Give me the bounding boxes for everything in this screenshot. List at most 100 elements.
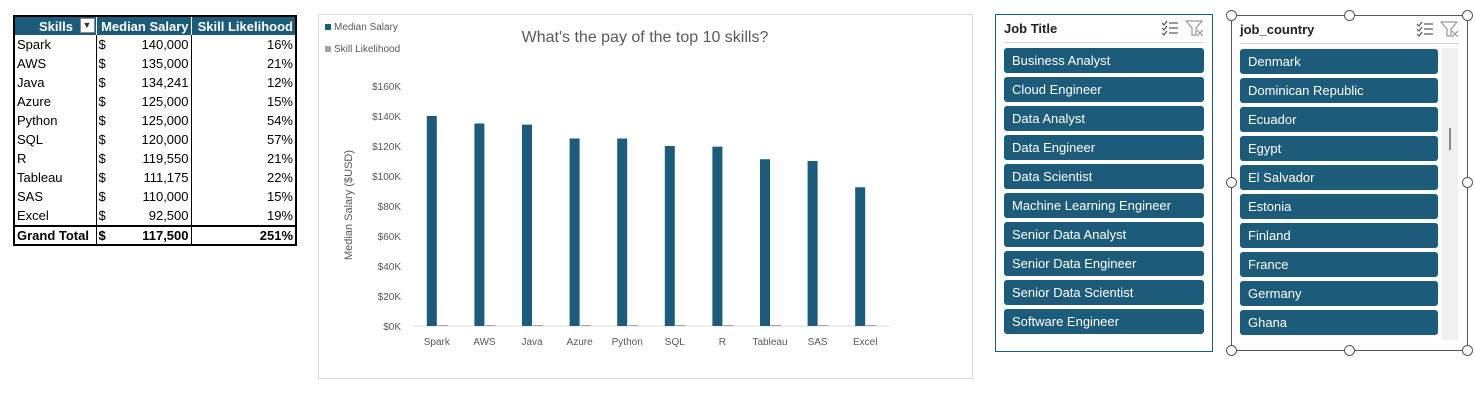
skill-cell: Java [14,73,97,92]
table-row[interactable]: Azure $125,000 15% [14,92,296,111]
legend-item-skill-likelihood: Skill Likelihood [325,44,400,55]
salary-value: 125,000 [141,113,189,128]
slicer-item[interactable]: Data Engineer [1004,135,1204,160]
bar-median-salary [569,138,580,326]
pivot-header-salary: Median Salary [96,16,192,35]
resize-handle-top-left[interactable] [1226,10,1237,21]
skill-cell: Spark [14,35,97,54]
slicer-item[interactable]: Estonia [1240,194,1438,219]
slicer-item[interactable]: Germany [1240,281,1438,306]
table-row[interactable]: Spark $140,000 16% [14,35,296,54]
clear-filter-icon[interactable] [1439,20,1459,38]
y-tick-label: $160K [372,82,401,93]
total-likelihood-value: 251% [259,228,293,243]
slicer-item[interactable]: Software Engineer [1004,309,1204,334]
resize-handle-bottom-right[interactable] [1462,345,1473,356]
resize-handle-bottom[interactable] [1344,345,1355,356]
y-tick-label: $60K [378,232,402,243]
table-row[interactable]: Excel $92,500 19% [14,206,296,226]
skill-cell: AWS [14,54,97,73]
slicer-item[interactable]: Senior Data Analyst [1004,222,1204,247]
table-row[interactable]: SAS $110,000 15% [14,187,296,206]
bar-median-salary [855,187,866,326]
multi-select-icon[interactable] [1160,19,1180,37]
slicer-job-title-title: Job Title [1004,21,1058,36]
resize-handle-right[interactable] [1462,177,1473,188]
bar-skill-likelihood [628,325,639,326]
slicer-item[interactable]: Ghana [1240,310,1438,335]
grand-total-row[interactable]: Grand Total $117,500 251% [14,225,296,245]
slicer-item[interactable]: Dominican Republic [1240,78,1438,103]
skill-label: Excel [17,208,49,223]
salary-cell: $92,500 [96,206,192,226]
filter-icon[interactable]: ▼ [79,18,95,33]
legend-label-median-salary: Median Salary [334,22,398,33]
likelihood-cell: 57% [191,130,296,149]
pivot-header-skills[interactable]: Skills ▼ [14,16,97,35]
table-row[interactable]: Python $125,000 54% [14,111,296,130]
likelihood-cell: 12% [191,73,296,92]
slicer-item[interactable]: Ecuador [1240,107,1438,132]
pivot-header-skills-label: Skills [39,18,73,34]
chart-area[interactable]: Median Salary Skill Likelihood What's th… [318,14,973,379]
slicer-item[interactable]: Cloud Engineer [1004,77,1204,102]
skill-cell: R [14,149,97,168]
slicer-scrollbar[interactable] [1442,48,1458,340]
slicer-scrollbar-thumb[interactable] [1449,128,1451,150]
legend-swatch-skill-likelihood [325,46,331,53]
salary-value: 110,000 [142,189,189,204]
skill-label: R [17,151,27,166]
y-axis-label: Median Salary ($USD) [343,150,355,260]
bar-median-salary [712,146,723,326]
skill-label: AWS [17,56,47,71]
slicer-item[interactable]: Business Analyst [1004,48,1204,73]
likelihood-value: 57% [266,132,293,147]
legend-swatch-median-salary [325,24,331,31]
table-row[interactable]: Java $134,241 12% [14,73,296,92]
currency-symbol: $ [98,94,106,109]
x-tick-label: SAS [808,337,828,348]
resize-handle-top-right[interactable] [1462,10,1473,21]
likelihood-cell: 21% [191,149,296,168]
slicer-item[interactable]: Senior Data Engineer [1004,251,1204,276]
skill-label: Tableau [17,170,63,185]
currency-symbol: $ [98,208,106,223]
bar-skill-likelihood [723,325,734,326]
slicer-item[interactable]: Senior Data Scientist [1004,280,1204,305]
bar-skill-likelihood [580,325,591,326]
table-row[interactable]: SQL $120,000 57% [14,130,296,149]
table-row[interactable]: R $119,550 21% [14,149,296,168]
slicer-item[interactable]: Finland [1240,223,1438,248]
slicer-item[interactable]: Denmark [1240,49,1438,74]
slicer-item[interactable]: Egypt [1240,136,1438,161]
likelihood-cell: 16% [191,35,296,54]
likelihood-value: 16% [266,37,293,52]
slicer-item[interactable]: Machine Learning Engineer [1004,193,1204,218]
multi-select-icon[interactable] [1415,20,1435,38]
likelihood-cell: 22% [191,168,296,187]
pivot-table: Skills ▼ Median Salary Skill Likelihood … [13,15,297,246]
currency-symbol: $ [98,37,106,52]
slicer-item[interactable]: Data Analyst [1004,106,1204,131]
clear-filter-icon[interactable] [1184,19,1204,37]
y-tick-label: $20K [378,292,402,303]
bar-median-salary [617,138,628,326]
slicer-job-title-header: Job Title [1004,15,1204,43]
resize-handle-left[interactable] [1226,177,1237,188]
currency-symbol: $ [98,75,106,90]
bar-skill-likelihood [771,325,781,326]
table-row[interactable]: Tableau $111,175 22% [14,168,296,187]
table-row[interactable]: AWS $135,000 21% [14,54,296,73]
slicer-item[interactable]: Data Scientist [1004,164,1204,189]
slicer-job-country: job_country Denmark Dominican Republic Ecu… [1231,15,1468,351]
currency-symbol: $ [98,151,106,166]
bar-median-salary [760,159,770,326]
likelihood-value: 19% [266,208,293,223]
resize-handle-top[interactable] [1344,10,1355,21]
x-tick-label: Azure [567,337,594,348]
slicer-item[interactable]: France [1240,252,1438,277]
salary-cell: $110,000 [96,187,192,206]
skill-cell: SAS [14,187,97,206]
resize-handle-bottom-left[interactable] [1226,345,1237,356]
slicer-item[interactable]: El Salvador [1240,165,1438,190]
